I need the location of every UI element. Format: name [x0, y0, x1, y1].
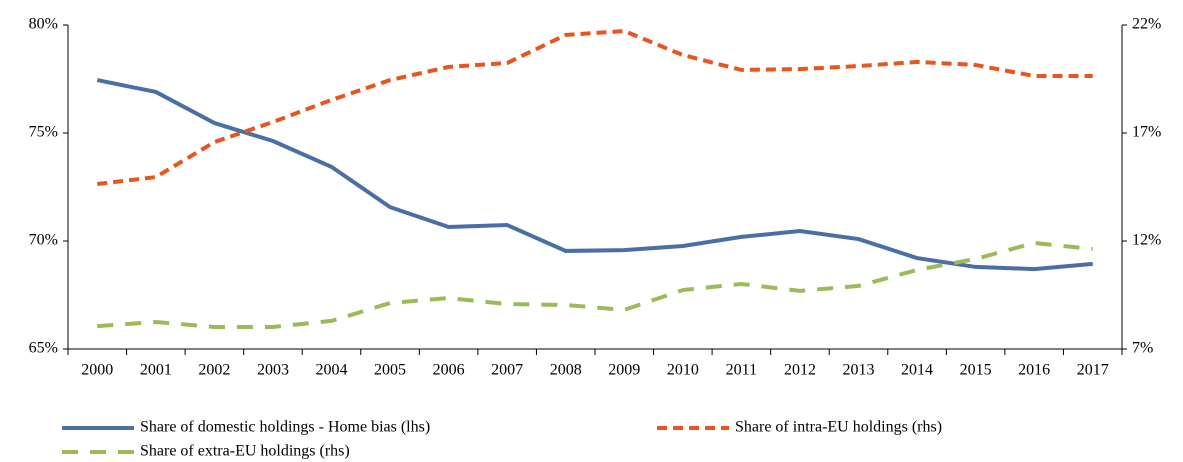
x-tick-label: 2000 — [81, 362, 113, 379]
x-tick-label: 2015 — [960, 362, 992, 379]
x-tick-label: 2009 — [608, 362, 640, 379]
series-line — [97, 29, 1093, 186]
x-tick-label: 2006 — [433, 362, 465, 379]
y-tick-label: 65% — [29, 340, 58, 357]
y-tick-label: 75% — [29, 124, 58, 141]
x-tick-label: 2013 — [843, 362, 875, 379]
legend-label: Share of extra-EU holdings (rhs) — [140, 443, 350, 460]
x-tick-label: 2008 — [550, 362, 582, 379]
y2-tick-label: 7% — [1132, 340, 1153, 357]
y2-tick-label: 17% — [1132, 124, 1161, 141]
x-tick-label: 2005 — [374, 362, 406, 379]
x-tick-label: 2007 — [491, 362, 523, 379]
x-tick-label: 2001 — [140, 362, 172, 379]
x-tick-label: 2004 — [316, 362, 348, 379]
x-tick-label: 2012 — [784, 362, 816, 379]
legend-label: Share of intra-EU holdings (rhs) — [735, 419, 942, 436]
x-tick-label: 2014 — [901, 362, 933, 379]
legend-label: Share of domestic holdings - Home bias (… — [140, 419, 430, 436]
x-tick-label: 2011 — [726, 362, 757, 379]
series-line — [96, 78, 1093, 272]
series-line — [97, 240, 1093, 329]
x-tick-label: 2017 — [1077, 362, 1109, 379]
y2-tick-label: 22% — [1132, 16, 1161, 33]
x-tick-label: 2016 — [1018, 362, 1050, 379]
x-tick-label: 2010 — [667, 362, 699, 379]
y2-tick-label: 12% — [1132, 232, 1161, 249]
x-tick-label: 2002 — [198, 362, 230, 379]
y-tick-label: 70% — [29, 232, 58, 249]
x-tick-label: 2003 — [257, 362, 289, 379]
y-tick-label: 80% — [29, 16, 58, 33]
